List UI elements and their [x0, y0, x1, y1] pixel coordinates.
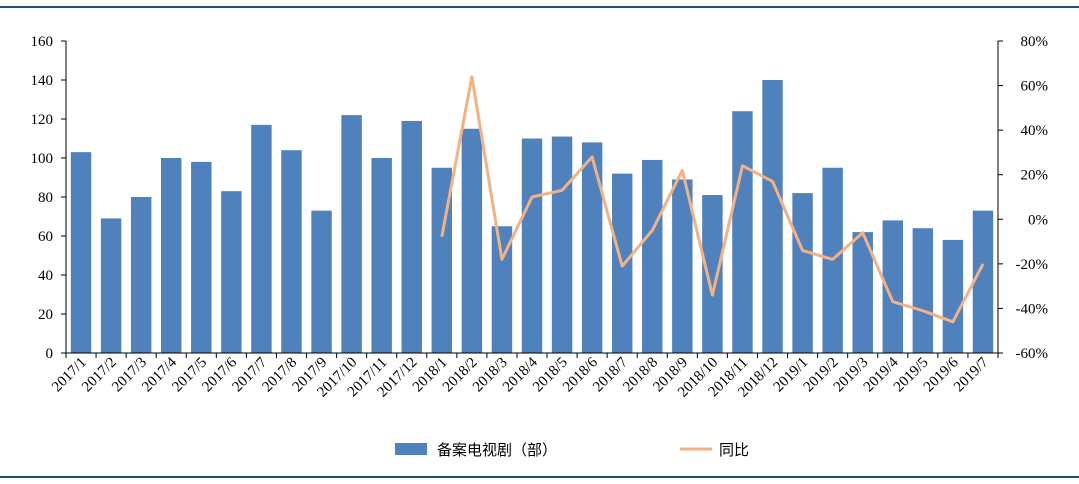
legend-bar-label: 备案电视剧（部） [437, 441, 557, 459]
y-right-tick-label: 80% [1021, 34, 1049, 50]
x-tick-label: 2019/7 [951, 354, 992, 395]
y-left-tick-label: 0 [46, 346, 54, 362]
y-right-tick-label: 60% [1021, 79, 1049, 95]
bar-2017-10 [341, 115, 362, 353]
y-left-tick-label: 20 [38, 307, 53, 323]
y-left-tick-label: 140 [31, 73, 54, 89]
y-left-tick-label: 60 [38, 229, 53, 245]
bar-2018-8 [642, 159, 663, 353]
bar-2019-3 [852, 232, 873, 353]
yoy-line [440, 75, 985, 324]
top-rule [0, 6, 1079, 8]
bar-2018-12 [762, 80, 783, 353]
y-right-tick-label: 40% [1021, 123, 1049, 139]
bar-2017-5 [191, 161, 212, 353]
bar-2018-6 [581, 142, 603, 353]
bar-2018-11 [732, 111, 753, 353]
y-left-tick-label: 160 [31, 34, 54, 50]
y-left-tick-label: 100 [31, 151, 54, 167]
y-right-tick-label: -60% [1016, 346, 1049, 362]
bar-2019-1 [792, 193, 813, 353]
y-left-tick-label: 80 [38, 190, 53, 206]
bar-2018-9 [672, 179, 693, 353]
bar-series [70, 80, 994, 353]
y-right-tick-label: 0% [1028, 212, 1048, 228]
bar-2019-4 [882, 220, 903, 353]
y-right-tick-label: -20% [1016, 257, 1049, 273]
y-left-tick-label: 40 [38, 268, 53, 284]
bar-2017-7 [251, 124, 272, 353]
bar-2019-6 [942, 239, 964, 353]
bottom-rule [0, 476, 1079, 478]
bar-2018-4 [521, 138, 543, 353]
legend-bar-swatch [395, 443, 427, 455]
bar-2017-6 [221, 191, 242, 353]
legend: 备案电视剧（部） 同比 [395, 441, 749, 459]
bar-2018-2 [461, 128, 483, 353]
bar-2017-11 [371, 158, 392, 353]
bar-2017-9 [311, 210, 332, 353]
bar-2017-12 [401, 120, 422, 353]
y-right-tick-label: 20% [1021, 168, 1049, 184]
bar-2018-10 [702, 195, 723, 353]
legend-line-label: 同比 [719, 441, 749, 459]
bar-2019-5 [912, 228, 934, 353]
bar-2017-8 [281, 150, 302, 353]
line-series [440, 75, 985, 324]
bar-2018-3 [491, 226, 513, 353]
bar-2017-4 [161, 158, 182, 353]
bar-2018-5 [551, 136, 573, 353]
y-right-tick-label: -40% [1016, 301, 1049, 317]
bar-2017-1 [70, 152, 92, 353]
bar-2017-3 [130, 197, 152, 353]
y-left-tick-label: 120 [31, 112, 54, 128]
bar-2017-2 [100, 218, 122, 353]
bar-2019-7 [972, 210, 994, 353]
